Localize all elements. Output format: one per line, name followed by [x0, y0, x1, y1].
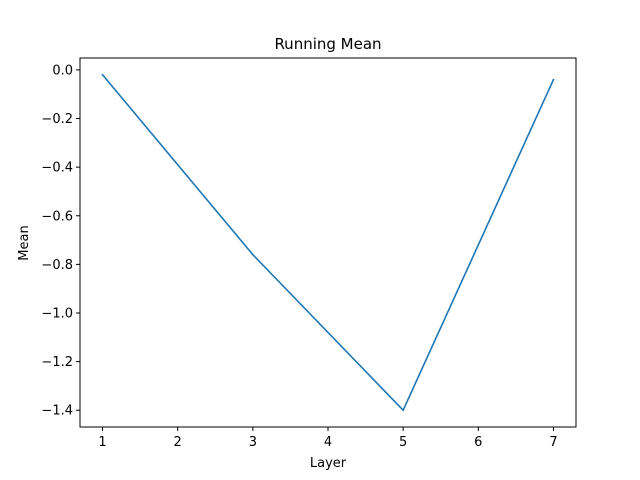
- x-tick-label: 7: [549, 435, 557, 450]
- y-tick-label: −1.4: [41, 404, 73, 419]
- y-tick-label: −0.2: [41, 112, 73, 127]
- data-point: [402, 409, 404, 412]
- x-tick-label: 2: [174, 435, 182, 450]
- y-tick-label: 0.0: [52, 63, 73, 78]
- data-point: [552, 78, 555, 81]
- x-tick-label: 4: [324, 435, 332, 450]
- y-tick-label: −1.2: [41, 355, 73, 370]
- y-tick-label: −0.8: [41, 258, 73, 273]
- plot-area: 1 2 3 4 5 6 7 0.0 −0.2 −0.4 −0.6 −0.8 −1.0 −1.2 −1.4: [41, 57, 577, 450]
- y-tick-label: −0.4: [41, 161, 73, 176]
- y-tick-label: −0.6: [41, 209, 73, 224]
- series-line-0: [101, 73, 555, 412]
- y-tick-label: −1.0: [41, 306, 73, 321]
- x-tick-label: 6: [474, 435, 482, 450]
- y-axis-title: Mean: [17, 225, 32, 260]
- data-point: [101, 73, 104, 76]
- x-tick-label: 3: [249, 435, 257, 450]
- x-tick-label: 5: [399, 435, 407, 450]
- x-axis-title: Layer: [310, 456, 347, 471]
- chart-title: Running Mean: [274, 35, 381, 53]
- data-point: [252, 253, 254, 256]
- x-tick-label: 1: [98, 435, 106, 450]
